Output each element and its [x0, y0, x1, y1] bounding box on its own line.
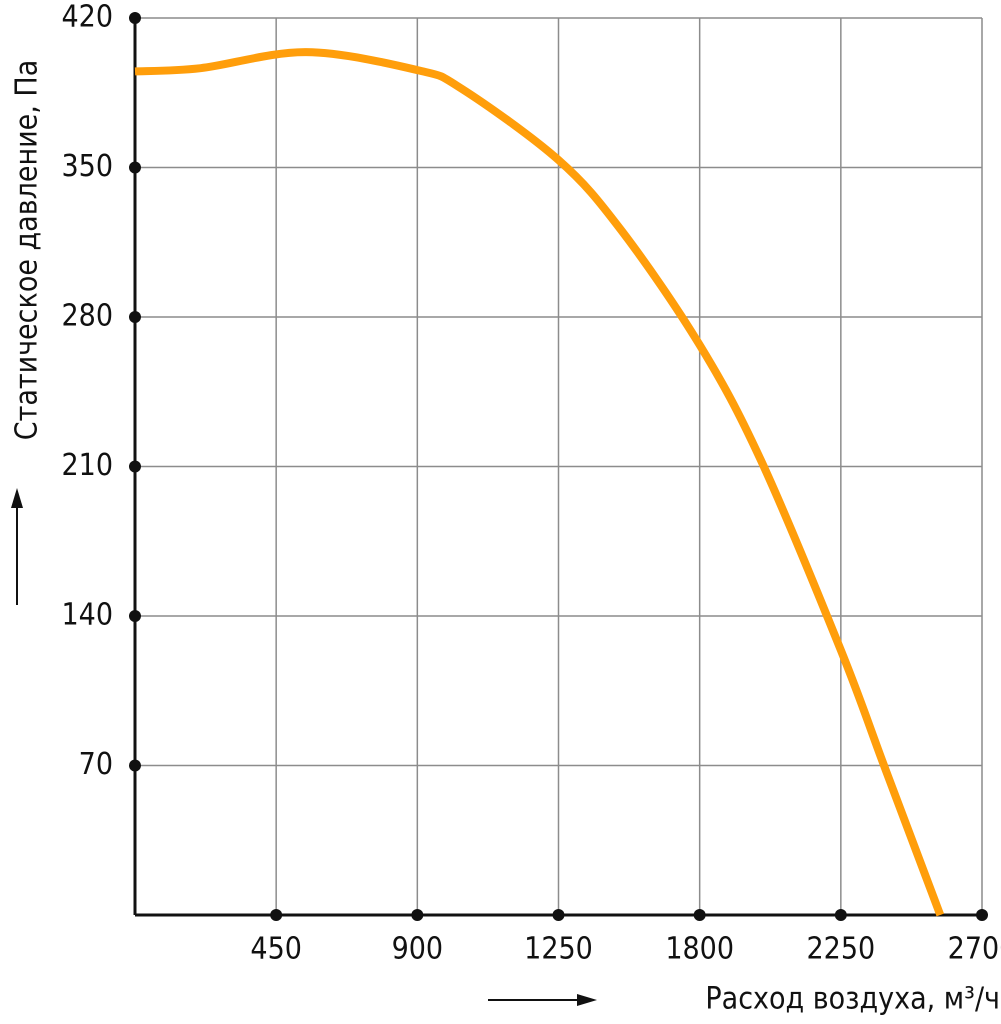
y-tick-label: 420: [61, 0, 113, 35]
y-tick-dot: [129, 759, 141, 772]
y-tick-dot: [129, 610, 141, 622]
y-tick-label: 350: [61, 149, 113, 184]
y-axis-label: Статическое давление, Па: [10, 60, 45, 441]
x-tick-label: 450: [250, 932, 302, 967]
curve: [134, 48, 945, 917]
y-tick-label: 140: [61, 598, 113, 633]
y-tick-dot: [129, 12, 141, 24]
x-tick-dot: [552, 909, 565, 921]
x-tick-label: 1800: [665, 932, 734, 967]
y-tick-label: 280: [61, 299, 113, 334]
x-tick-dot: [834, 909, 847, 921]
x-axis-label: Расход воздуха, м³/ч: [705, 982, 1000, 1017]
x-tick-label: 900: [392, 932, 444, 967]
x-tick-dot: [411, 909, 424, 921]
y-arrow: [11, 488, 23, 605]
x-arrow: [488, 994, 597, 1006]
x-tick-label: 1250: [524, 932, 593, 967]
y-tick-dot: [129, 161, 141, 174]
y-tick-dot: [129, 311, 141, 323]
y-tick-dot: [129, 460, 141, 473]
x-tick-label: 2250: [806, 932, 875, 967]
x-tick-dot: [270, 909, 283, 921]
y-tick-label: 210: [61, 448, 113, 483]
x-tick-dot: [693, 909, 706, 921]
x-tick-label: 2700: [948, 932, 1001, 967]
y-tick-label: 70: [79, 747, 113, 782]
x-tick-dot: [976, 909, 988, 921]
